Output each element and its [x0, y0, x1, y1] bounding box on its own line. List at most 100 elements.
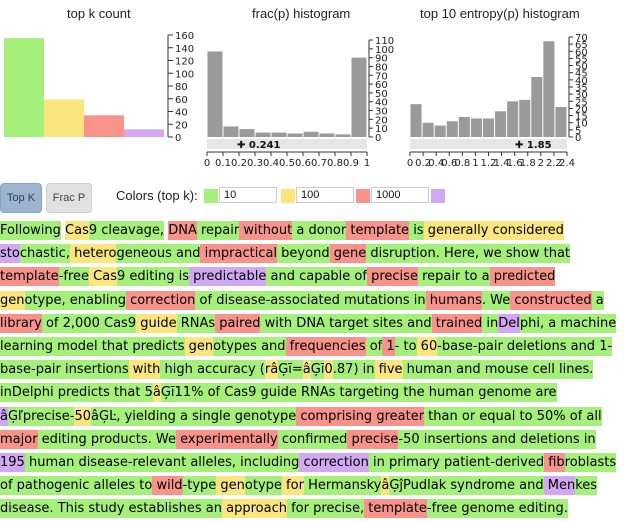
token: -type: [182, 476, 217, 496]
token: of: [565, 406, 583, 426]
topk-bar-3: [124, 129, 164, 137]
entropy-xtick-label: 2.4: [559, 158, 575, 169]
token: of: [195, 290, 213, 310]
token: that: [97, 337, 129, 357]
entropy-ytick-label: 10: [575, 119, 588, 130]
token: in: [358, 360, 375, 380]
topk-ytick-label: 120: [175, 57, 194, 68]
frac-ytick-label: 0: [375, 133, 381, 144]
token: DNA: [168, 221, 197, 240]
token: and: [515, 476, 544, 496]
token: are: [531, 383, 557, 403]
topk-bar-0: [4, 38, 44, 137]
token: a: [591, 290, 604, 310]
frac-ytick-label: 40: [375, 98, 388, 109]
token: 50: [532, 406, 554, 426]
token: that: [539, 244, 571, 264]
token: .: [435, 244, 440, 264]
token: .: [589, 360, 594, 380]
entropy-brush-track[interactable]: [410, 139, 567, 149]
frac-brush-track[interactable]: [207, 139, 367, 149]
token: otype: [24, 290, 62, 310]
entropy-ytick-label: 35: [575, 83, 588, 94]
threshold-input-red[interactable]: [371, 187, 429, 203]
threshold-input-yellow[interactable]: [296, 187, 354, 203]
token: lak: [427, 476, 447, 496]
token: major: [0, 429, 38, 449]
frac-p-button[interactable]: Frac P: [46, 183, 92, 213]
token: considered: [488, 221, 564, 240]
token: disease: [212, 290, 266, 310]
token: for: [286, 499, 309, 519]
token: patient: [439, 453, 491, 473]
entropy-bar-5: [470, 118, 482, 137]
token: Cas: [89, 267, 117, 287]
token: We: [486, 290, 511, 310]
token: -pair: [31, 360, 61, 380]
entropy-ytick-label: 40: [575, 76, 588, 87]
topk-ytick-label: 100: [175, 69, 194, 80]
token: 1: [382, 337, 395, 357]
token: hetero: [69, 244, 117, 264]
token: of: [350, 267, 367, 287]
entropy-bar-2: [434, 125, 446, 137]
token: 2: [58, 313, 71, 333]
topk-ytick-label: 60: [175, 95, 188, 106]
topk-ytick-label: 20: [175, 120, 188, 131]
frac-ytick-label: 90: [375, 54, 388, 65]
token: ,: [159, 221, 165, 240]
entropy-ytick-label: 20: [575, 104, 588, 115]
token: and: [403, 313, 432, 333]
frac-bar-0: [207, 51, 223, 137]
frac-xtick-label: 0.7: [311, 158, 327, 169]
token: -relevant: [127, 453, 187, 473]
token: ī: [320, 360, 325, 380]
frac-xtick-label: 0: [204, 158, 210, 169]
token: predicted: [489, 267, 556, 287]
token: in: [409, 290, 426, 310]
token: Her: [303, 476, 331, 496]
token: all: [582, 406, 602, 426]
token: human: [424, 383, 475, 403]
entropy-xtick-label: 1.6: [507, 158, 523, 169]
token: otype: [259, 406, 297, 426]
token: establishes: [124, 499, 202, 519]
token: predicts: [53, 383, 110, 403]
topk-ytick-label: 0: [175, 133, 181, 144]
token: human: [402, 360, 452, 380]
frac-marker-label: ✚ 0.241: [237, 140, 281, 151]
threshold-input-green[interactable]: [219, 187, 277, 203]
token: and: [566, 337, 596, 357]
token: %: [553, 406, 566, 426]
frac-bar-7: [319, 133, 335, 137]
token: gene: [329, 244, 367, 264]
colors-label: Colors (top k):: [116, 188, 198, 203]
token: correction: [299, 453, 369, 473]
topk-chart-title: top k count: [67, 6, 131, 21]
top-k-button[interactable]: Top K: [0, 183, 42, 213]
token: 11: [174, 383, 192, 403]
token: 000: [75, 313, 100, 333]
token: five: [374, 360, 403, 380]
token: to: [515, 406, 533, 426]
token: capable: [294, 267, 351, 287]
token: DNA: [292, 313, 325, 333]
token: 1: [595, 337, 608, 357]
frac-ytick-label: 110: [375, 36, 394, 47]
frac-bar-6: [303, 131, 319, 137]
entropy-xtick-label: 0: [407, 158, 413, 169]
token: without: [239, 221, 293, 240]
token: alleles: [89, 476, 136, 496]
frac-xtick-label: 0.6: [295, 158, 311, 169]
token: for: [281, 476, 304, 496]
entropy-marker-label: ✚ 1.85: [515, 140, 552, 151]
token: is: [409, 221, 424, 240]
token: insertions: [419, 429, 488, 449]
token: otype: [244, 476, 282, 496]
token: humans: [425, 290, 482, 310]
topk-ytick-label: 160: [175, 31, 194, 42]
token: gen: [184, 337, 214, 357]
frac-xtick-label: 0.2: [231, 158, 247, 169]
token: RNAs: [176, 313, 216, 333]
